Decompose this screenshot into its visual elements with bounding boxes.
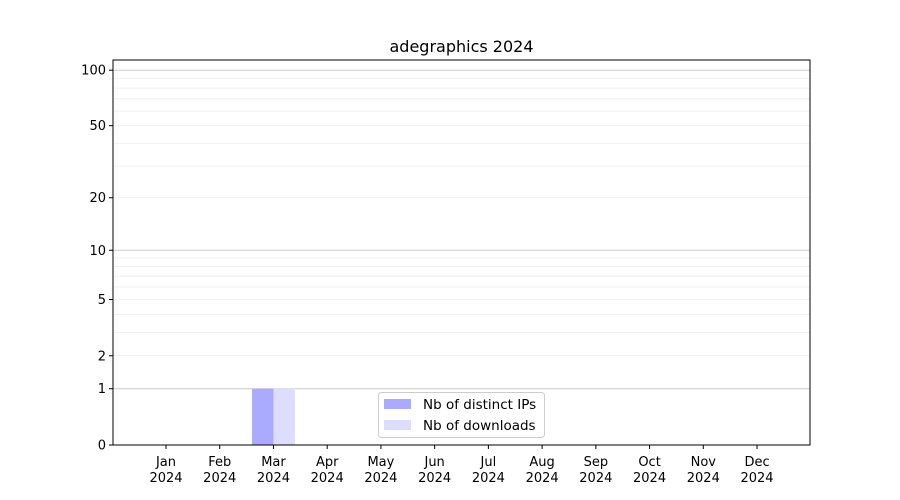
bar-distinct-ips: [251, 388, 274, 445]
x-tick-label-month: Oct: [638, 455, 660, 470]
legend-label-distinct-ips: Nb of distinct IPs: [423, 397, 536, 413]
bars: [251, 388, 295, 445]
x-tick-label-month: Dec: [744, 455, 769, 470]
x-tick-label-year: 2024: [418, 471, 451, 486]
x-tick-label-month: Apr: [316, 455, 339, 470]
x-tick-label-month: May: [367, 455, 394, 470]
chart-title: adegraphics 2024: [389, 37, 533, 56]
x-tick-label-year: 2024: [740, 471, 773, 486]
x-tick-label-month: Feb: [208, 455, 231, 470]
x-tick-label-month: Nov: [691, 455, 717, 470]
x-tick-label-month: Jan: [155, 455, 176, 470]
x-tick-label-year: 2024: [526, 471, 559, 486]
x-tick-label-year: 2024: [203, 471, 236, 486]
legend-swatch-distinct-ips: [384, 399, 411, 409]
x-tick-label-year: 2024: [311, 471, 344, 486]
x-tick-label-year: 2024: [633, 471, 666, 486]
y-axis: 0 1 2 5 10 20 50 100: [81, 64, 113, 454]
x-tick-label-year: 2024: [257, 471, 290, 486]
x-axis: Jan2024Feb2024Mar2024Apr2024May2024Jun20…: [149, 445, 774, 486]
legend-frame: [378, 392, 545, 438]
x-tick-label-year: 2024: [364, 471, 397, 486]
y-tick-label: 50: [89, 119, 106, 134]
x-tick-label-month: Aug: [529, 455, 554, 470]
x-tick-label-month: Mar: [261, 455, 286, 470]
plot-frame: [112, 59, 811, 446]
y-tick-label: 2: [98, 349, 106, 364]
y-tick-label: 1: [98, 382, 106, 397]
legend-swatch-downloads: [384, 420, 411, 430]
y-tick-label: 5: [98, 293, 106, 308]
y-tick-label: 10: [89, 244, 106, 259]
y-tick-label: 0: [98, 439, 106, 454]
x-tick-label-month: Jul: [480, 455, 497, 470]
x-tick-label-month: Sep: [584, 455, 609, 470]
legend-label-downloads: Nb of downloads: [423, 418, 536, 434]
y-tick-label: 100: [81, 64, 106, 79]
bar-downloads: [273, 388, 295, 445]
x-tick-label-month: Jun: [423, 455, 444, 470]
grid: [113, 69, 810, 390]
x-tick-label-year: 2024: [149, 471, 182, 486]
x-tick-label-year: 2024: [579, 471, 612, 486]
x-tick-label-year: 2024: [472, 471, 505, 486]
y-tick-label: 20: [89, 191, 106, 206]
legend: Nb of distinct IPs Nb of downloads: [378, 392, 545, 438]
x-tick-label-year: 2024: [687, 471, 720, 486]
